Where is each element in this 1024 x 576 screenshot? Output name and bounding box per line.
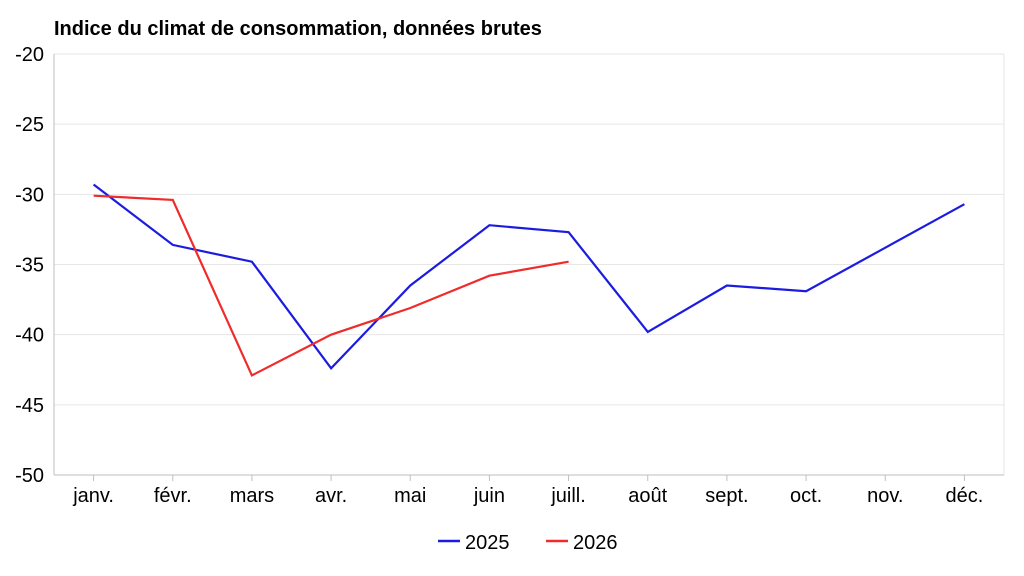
x-tick-label: févr. — [154, 485, 192, 507]
y-tick-label: -20 — [15, 44, 44, 66]
x-tick-label: juin — [473, 485, 505, 507]
y-axis-ticks: -20 -25 -30 -35 -40 -45 -50 — [15, 44, 44, 487]
y-tick-label: -40 — [15, 325, 44, 347]
x-tick-label: avr. — [315, 485, 347, 507]
x-tick-label: nov. — [867, 485, 903, 507]
y-tick-label: -45 — [15, 395, 44, 417]
x-axis-ticks: janv. févr. mars avr. mai juin juill. août sept.… — [72, 475, 983, 507]
x-tick-label: mai — [394, 485, 426, 507]
x-tick-label: sept. — [705, 485, 748, 507]
legend: 2025 2026 — [438, 532, 618, 554]
axes — [53, 54, 1005, 476]
series-lines — [92, 183, 965, 377]
legend-label-2025: 2025 — [465, 532, 510, 554]
series-line-2026 — [93, 194, 569, 377]
y-tick-label: -35 — [15, 255, 44, 277]
grid-lines — [54, 53, 1004, 406]
x-tick-label: déc. — [946, 485, 984, 507]
x-tick-label: août — [628, 485, 667, 507]
y-tick-label: -30 — [15, 184, 44, 206]
series-line-2025 — [92, 183, 965, 371]
x-tick-label: mars — [230, 485, 274, 507]
legend-label-2026: 2026 — [573, 532, 618, 554]
y-tick-label: -50 — [15, 465, 44, 487]
x-tick-label: janv. — [72, 485, 114, 507]
x-tick-label: oct. — [790, 485, 822, 507]
chart-title: Indice du climat de consommation, donnée… — [54, 18, 542, 40]
x-tick-label: juill. — [550, 485, 585, 507]
y-tick-label: -25 — [15, 114, 44, 136]
